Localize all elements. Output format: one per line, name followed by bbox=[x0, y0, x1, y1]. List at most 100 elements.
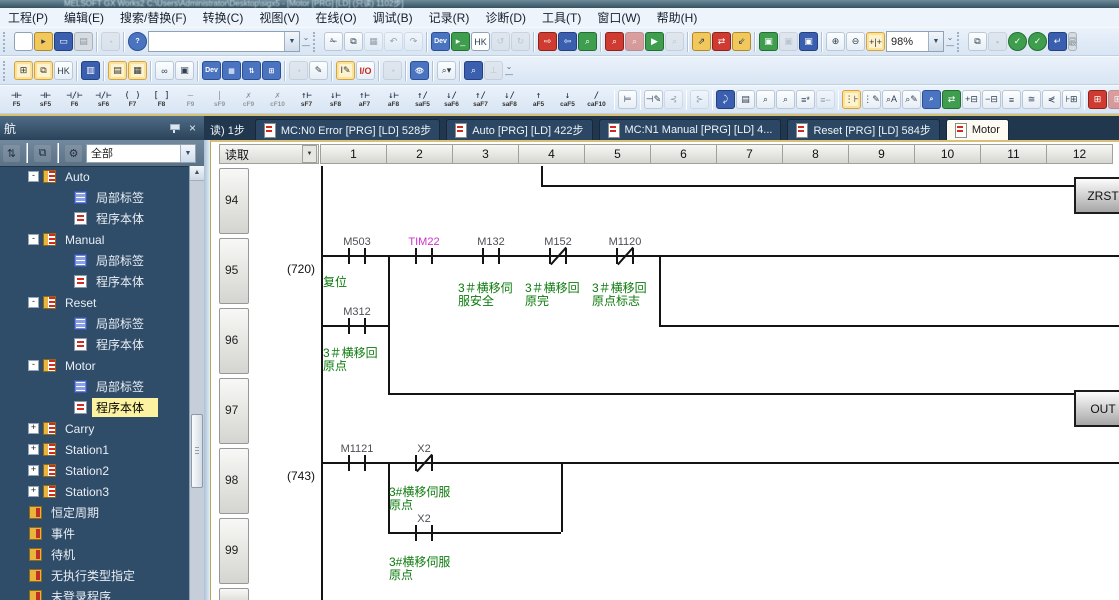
find-replace-window-icon[interactable]: ▣ bbox=[175, 61, 194, 80]
tree-item-auto-local-label[interactable]: 局部标签 bbox=[0, 187, 190, 208]
row-header[interactable]: 95 bbox=[219, 238, 249, 304]
contact-m1120[interactable] bbox=[632, 248, 634, 264]
menu-item[interactable]: 调试(B) bbox=[372, 11, 413, 25]
tree-filter-combo[interactable]: 全部 ▼ bbox=[86, 143, 196, 163]
stamp-icon[interactable]: ◔ bbox=[101, 32, 120, 51]
edit-connect-line-icon[interactable]: ⊰ bbox=[664, 90, 683, 109]
tree-expander-icon[interactable]: + bbox=[28, 444, 39, 455]
operation-result-rising-button[interactable]: ↑ aF5 bbox=[524, 86, 553, 114]
chevron-down-icon[interactable]: ▼ bbox=[284, 32, 299, 51]
contact-m152[interactable] bbox=[549, 248, 551, 264]
row-header[interactable] bbox=[219, 588, 249, 600]
delete-column-icon[interactable]: ≅ bbox=[1022, 90, 1041, 109]
falling-pulse-close-button[interactable]: ↓/ saF6 bbox=[437, 86, 466, 114]
statement-insert-icon[interactable]: ≡* bbox=[796, 90, 815, 109]
fit-width-icon[interactable]: +|+ bbox=[866, 32, 885, 51]
column-header[interactable]: 11 bbox=[980, 144, 1047, 164]
tree-item-manual-program-body[interactable]: 程序本体 bbox=[0, 271, 190, 292]
device-display-format-dropdown-icon[interactable]: 👁 bbox=[410, 61, 429, 80]
column-header[interactable]: 8 bbox=[782, 144, 849, 164]
row-header[interactable]: 97 bbox=[219, 378, 249, 444]
navigation-panel-header[interactable]: 航 × bbox=[0, 116, 204, 140]
closed-contact-button[interactable]: ⊣/⊢ F6 bbox=[60, 86, 89, 114]
tree-item-unregistered-program[interactable]: 未登录程序 bbox=[0, 586, 190, 600]
column-header[interactable]: 4 bbox=[518, 144, 585, 164]
column-header[interactable]: 5 bbox=[584, 144, 651, 164]
close-icon[interactable]: × bbox=[188, 120, 196, 135]
device-batch-icon[interactable]: ⇄ bbox=[942, 90, 961, 109]
chevron-down-icon[interactable]: ▼ bbox=[180, 144, 195, 162]
pin-icon[interactable] bbox=[167, 120, 182, 135]
toolbar-overflow-icon[interactable]: ⌄ — bbox=[302, 32, 310, 50]
menu-item[interactable]: 搜索/替换(F) bbox=[120, 11, 187, 25]
contact-m312[interactable] bbox=[348, 318, 350, 334]
column-header[interactable]: 12 bbox=[1046, 144, 1113, 164]
window-titlebar[interactable]: MELSOFT GX Works2 C:\Users\Administrator… bbox=[0, 0, 1119, 8]
delete-connect-line-icon[interactable]: ⊱ bbox=[690, 90, 709, 109]
monitor-window-icon[interactable]: ⌕ bbox=[464, 61, 483, 80]
ladder-edit-mode-icon[interactable]: I✎ bbox=[336, 61, 355, 80]
invert-operation-result-button[interactable]: / caF10 bbox=[582, 86, 611, 114]
tree-item-station1[interactable]: + Station1 bbox=[0, 439, 190, 460]
tree-item-auto[interactable]: - Auto bbox=[0, 166, 190, 187]
monitor-mode-icon[interactable]: ▶ bbox=[645, 32, 664, 51]
device-memory-icon[interactable]: ▦ bbox=[222, 61, 241, 80]
window-display-icon[interactable]: ⧉ bbox=[34, 61, 53, 80]
delete-vertical-line-button[interactable]: ✗ cF10 bbox=[263, 86, 292, 114]
contact-m132[interactable] bbox=[498, 248, 500, 264]
row-header[interactable]: 99 bbox=[219, 518, 249, 584]
restore-icon[interactable]: ↺ bbox=[491, 32, 510, 51]
tab-mc-n1-manual[interactable]: MC:N1 Manual [PRG] [LD] 4... bbox=[598, 119, 782, 140]
contact-m503[interactable] bbox=[348, 248, 350, 264]
window-monitor1-icon[interactable]: ▣ bbox=[759, 32, 778, 51]
toolbar-overflow-icon[interactable]: ⌄ — bbox=[505, 61, 513, 79]
scrollbar-thumb[interactable] bbox=[191, 414, 203, 488]
rising-pulse-close-branch-button[interactable]: ↑/ saF7 bbox=[466, 86, 495, 114]
write-to-plc-icon[interactable]: ⇨ bbox=[538, 32, 557, 51]
contact-m132[interactable] bbox=[482, 248, 484, 264]
comment-display-toggle-icon[interactable]: ▤ bbox=[108, 61, 127, 80]
statement-edit-icon[interactable]: ▤ bbox=[736, 90, 755, 109]
cut-icon[interactable]: ✁ bbox=[324, 32, 343, 51]
operation-result-falling-button[interactable]: ↓ caF5 bbox=[553, 86, 582, 114]
contact-tim22[interactable] bbox=[415, 248, 417, 264]
application-instruction-button[interactable]: [ ] F8 bbox=[147, 86, 176, 114]
read-from-plc-icon[interactable]: ⇦ bbox=[558, 32, 577, 51]
jump-exchange-icon[interactable]: ⇄ bbox=[712, 32, 731, 51]
contact-m1120[interactable] bbox=[616, 248, 618, 264]
tree-item-carry[interactable]: + Carry bbox=[0, 418, 190, 439]
statement-display-toggle-icon[interactable]: ▦ bbox=[128, 61, 147, 80]
contact-m312[interactable] bbox=[364, 318, 366, 334]
column-header[interactable]: 1 bbox=[320, 144, 387, 164]
convert-icon[interactable]: ⊞ bbox=[1088, 90, 1107, 109]
stl-instruction-icon[interactable]: ⊨ bbox=[618, 90, 637, 109]
new-project-icon[interactable] bbox=[14, 32, 33, 51]
toolbar-grip[interactable] bbox=[313, 31, 320, 52]
sampling-trace-icon[interactable]: ◔ bbox=[289, 61, 308, 80]
chevron-down-icon[interactable]: ▼ bbox=[302, 145, 317, 163]
project-tree-icon[interactable]: ⊞ bbox=[14, 61, 33, 80]
menu-item[interactable]: 在线(O) bbox=[315, 11, 357, 25]
contact-m1121[interactable] bbox=[348, 455, 350, 471]
falling-pulse-button[interactable]: ↓⊢ sF8 bbox=[321, 86, 350, 114]
copy-icon[interactable]: ⧉ bbox=[344, 32, 363, 51]
device-tree-icon[interactable]: ⊞ bbox=[262, 61, 281, 80]
layout-icon[interactable]: ⧉ bbox=[34, 144, 51, 162]
io-system-setting-icon[interactable]: I/O bbox=[356, 61, 375, 80]
tree-item-event[interactable]: 事件 bbox=[0, 523, 190, 544]
delete-row-icon[interactable]: −⊟ bbox=[982, 90, 1001, 109]
write-mode-find-icon[interactable]: ⌕✎ bbox=[902, 90, 921, 109]
pointer-branch-icon[interactable]: ⤸ bbox=[716, 90, 735, 109]
project-data-combo[interactable]: ▼ bbox=[148, 31, 300, 52]
tree-item-manual[interactable]: - Manual bbox=[0, 229, 190, 250]
toolbar-grip[interactable] bbox=[3, 31, 10, 52]
menu-item[interactable]: 诊断(D) bbox=[485, 11, 527, 25]
contact-m503[interactable] bbox=[364, 248, 366, 264]
falling-pulse-close-branch-button[interactable]: ↓/ saF8 bbox=[495, 86, 524, 114]
falling-pulse-branch-button[interactable]: ↓⊢ aF8 bbox=[379, 86, 408, 114]
check-program-icon[interactable]: ✓ bbox=[1008, 32, 1027, 51]
toolbar-grip[interactable] bbox=[957, 31, 964, 52]
find-icon[interactable]: ∞ bbox=[155, 61, 174, 80]
device-monitor-icon[interactable]: ▸_ bbox=[451, 32, 470, 51]
tree-expander-icon[interactable]: - bbox=[28, 234, 39, 245]
